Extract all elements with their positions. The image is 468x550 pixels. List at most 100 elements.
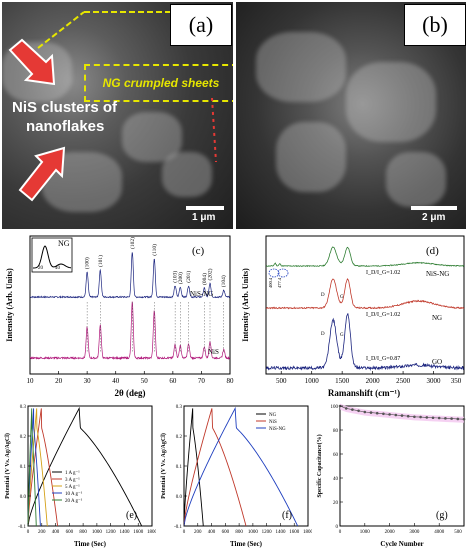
data-point: [363, 410, 367, 414]
x-tick-label: 800: [79, 530, 87, 535]
ratio-ng: I_D/I_G=1.02: [366, 312, 400, 318]
sem-image-a: NG crumpled sheets NiS clusters of nanof…: [2, 2, 233, 229]
chart-d: 500 1000 1500 2000 2500 3000 350 (d) NiS-NG NG…: [241, 235, 465, 398]
x-tick-label: 70: [198, 377, 206, 385]
nis-clusters-line1: NiS clusters of: [12, 99, 118, 116]
data-point: [344, 407, 348, 410]
x-tick-label: 1200: [106, 530, 117, 535]
nis-peak-circle-2: [277, 268, 289, 278]
legend-label: 20 A g⁻¹: [65, 498, 83, 504]
y-tick-label: 60: [333, 453, 339, 458]
data-point: [450, 417, 453, 420]
legend-label: 1 A g⁻¹: [65, 470, 80, 476]
chart-c-xlabel: 2θ (deg): [115, 388, 146, 398]
x-tick-label: 1200: [262, 530, 273, 535]
chart-g-xlabel: Cycle Number: [380, 540, 423, 548]
panel-label-a-text: (a): [188, 12, 214, 37]
chart-f-ylabel: Potential (V Vs. Ag/AgCl): [160, 433, 167, 499]
chart-f-xlabel: Time (Sec): [230, 540, 263, 548]
x-tick-label: 350: [451, 377, 462, 385]
gcd-curve: [27, 408, 37, 527]
y-tick-label: -0.1: [18, 525, 26, 530]
band-label-d-ng: D: [321, 293, 325, 298]
data-point: [419, 415, 422, 419]
chart-g-ylabel: Specific Capacitance(%): [316, 434, 323, 497]
x-tick-label: 1000: [360, 530, 371, 535]
peak-label: (004): [201, 273, 208, 285]
data-point: [462, 417, 466, 421]
gcd-curve: [183, 408, 204, 527]
x-tick-label: 1600: [133, 530, 144, 535]
data-point: [400, 414, 404, 417]
nis-raman-peak-2: 477.4: [277, 277, 282, 288]
x-tick-label: 200: [194, 530, 202, 535]
panel-label-d: (d): [426, 245, 439, 257]
x-tick-label: 2500: [396, 377, 411, 385]
data-point: [444, 417, 447, 420]
gcd-curve: [183, 408, 247, 527]
peak-label: (110): [151, 244, 158, 256]
x-tick-label: 10: [27, 377, 35, 385]
legend-label: NG: [269, 413, 277, 418]
scale-bar-a: [186, 206, 224, 210]
band-label-d-go: D: [321, 332, 325, 337]
peak-label: (200): [177, 272, 184, 284]
legend-d-ng: NG: [432, 314, 442, 322]
ng-sheets-annotation: NG crumpled sheets: [84, 64, 233, 102]
y-tick-label: 100: [331, 405, 339, 410]
legend-nis: NiS: [208, 348, 219, 356]
x-tick-label: 0: [27, 530, 30, 535]
x-tick-label: 1400: [275, 530, 286, 535]
series-nis-ng: [265, 246, 465, 268]
panel-label-a: (a): [170, 4, 232, 46]
series-nis: [29, 301, 231, 361]
y-tick-label: -0.1: [174, 525, 182, 530]
chart-c-inset-tick: 40: [55, 266, 61, 271]
chart-e-xlabel: Time (Sec): [74, 540, 107, 548]
series-ng: [265, 278, 465, 310]
data-point: [406, 414, 410, 418]
x-tick-label: 1400: [119, 530, 130, 535]
y-tick-label: 0.1: [176, 465, 183, 470]
chart-c-ylabel: Intensity (Arb. Units): [5, 268, 14, 342]
peak-label: (100): [84, 257, 91, 269]
ratio-go: I_D/I_G=0.87: [366, 356, 400, 362]
nis-clusters-annotation: NiS clusters of nanoflakes: [12, 98, 117, 136]
x-tick-label: 60: [169, 377, 177, 385]
x-tick-label: 500: [276, 377, 287, 385]
panel-label-b: (b): [404, 4, 466, 46]
legend-label: NiS-NG: [269, 427, 286, 432]
gcd-curve: [27, 406, 143, 527]
gcd-curve: [27, 408, 59, 527]
scale-label-a: 1 μm: [192, 212, 216, 223]
chart-e-ylabel: Potential (V Vs. Ag/AgCl): [4, 433, 11, 499]
legend-label: NiS: [269, 420, 277, 425]
y-tick-label: 40: [333, 477, 339, 482]
x-tick-label: 500: [454, 530, 462, 535]
y-tick-label: 80: [333, 429, 339, 434]
x-tick-label: 2000: [385, 530, 396, 535]
x-tick-label: 3000: [409, 530, 420, 535]
x-tick-label: 50: [141, 377, 149, 385]
legend-label: 10 A g⁻¹: [65, 491, 83, 497]
chart-e: 0 200 400 600 800 1000 1200 1400 1600 1800 -0.1 0.0…: [4, 405, 156, 548]
x-tick-label: 4000: [434, 530, 445, 535]
x-tick-label: 1000: [305, 377, 320, 385]
x-tick-label: 600: [66, 530, 74, 535]
x-tick-label: 0: [339, 530, 342, 535]
legend-d-nis-ng: NiS-NG: [426, 270, 449, 278]
data-point: [456, 417, 460, 421]
data-point: [431, 416, 435, 420]
panel-label-g: (g): [436, 510, 448, 521]
y-tick-label: 0.3: [176, 405, 183, 410]
chart-c-inset-curve: [32, 245, 72, 269]
panel-label-b-text: (b): [422, 12, 448, 37]
legend-label: 5 A g⁻¹: [65, 484, 80, 490]
x-tick-label: 1000: [248, 530, 259, 535]
legend-nis-ng: NiS-NG: [190, 290, 213, 298]
x-tick-label: 80: [227, 377, 235, 385]
series-nis-ng: [29, 252, 231, 299]
y-tick-label: 0.0: [176, 495, 183, 500]
peak-label: (103): [172, 271, 179, 283]
nis-raman-peak-1: 400.4: [268, 277, 273, 288]
